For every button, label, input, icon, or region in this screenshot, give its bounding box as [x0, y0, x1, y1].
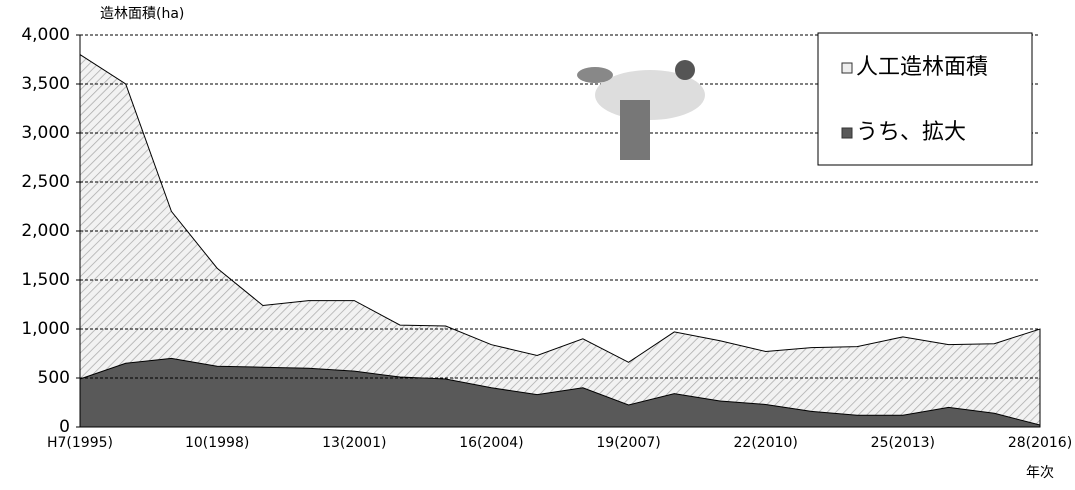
- area: [79, 53, 1041, 428]
- y-tick-label: 2,000: [21, 221, 70, 241]
- x-tick-label: 13(2001): [322, 435, 386, 451]
- y-tick-label: 3,500: [21, 74, 70, 94]
- x-tick-label: 16(2004): [459, 435, 523, 451]
- legend-label: 人工造林面積: [856, 55, 988, 80]
- legend-box: [817, 32, 1033, 166]
- x-tick-label: 28(2016): [1008, 435, 1072, 451]
- x-axis-title: 年次: [1026, 465, 1054, 481]
- x-tick-label: 25(2013): [871, 435, 935, 451]
- legend-marker: [841, 62, 853, 74]
- y-axis-title: 造林面積(ha): [100, 6, 184, 22]
- x-tick-label: H7(1995): [47, 435, 113, 451]
- y-tick-label: 2,500: [21, 172, 70, 192]
- legend-marker: [841, 127, 853, 139]
- y-tick-label: 0: [59, 417, 70, 437]
- illustration: [577, 60, 705, 160]
- x-tick-label: 19(2007): [596, 435, 660, 451]
- y-tick-label: 1,500: [21, 270, 70, 290]
- area: [79, 357, 1041, 428]
- y-tick-label: 1,000: [21, 319, 70, 339]
- x-tick-label: 10(1998): [185, 435, 249, 451]
- x-tick-label: 22(2010): [734, 435, 798, 451]
- y-tick-label: 3,000: [21, 123, 70, 143]
- y-tick-label: 4,000: [21, 25, 70, 45]
- y-tick-label: 500: [38, 368, 70, 388]
- legend-label: うち、拡大: [856, 120, 966, 145]
